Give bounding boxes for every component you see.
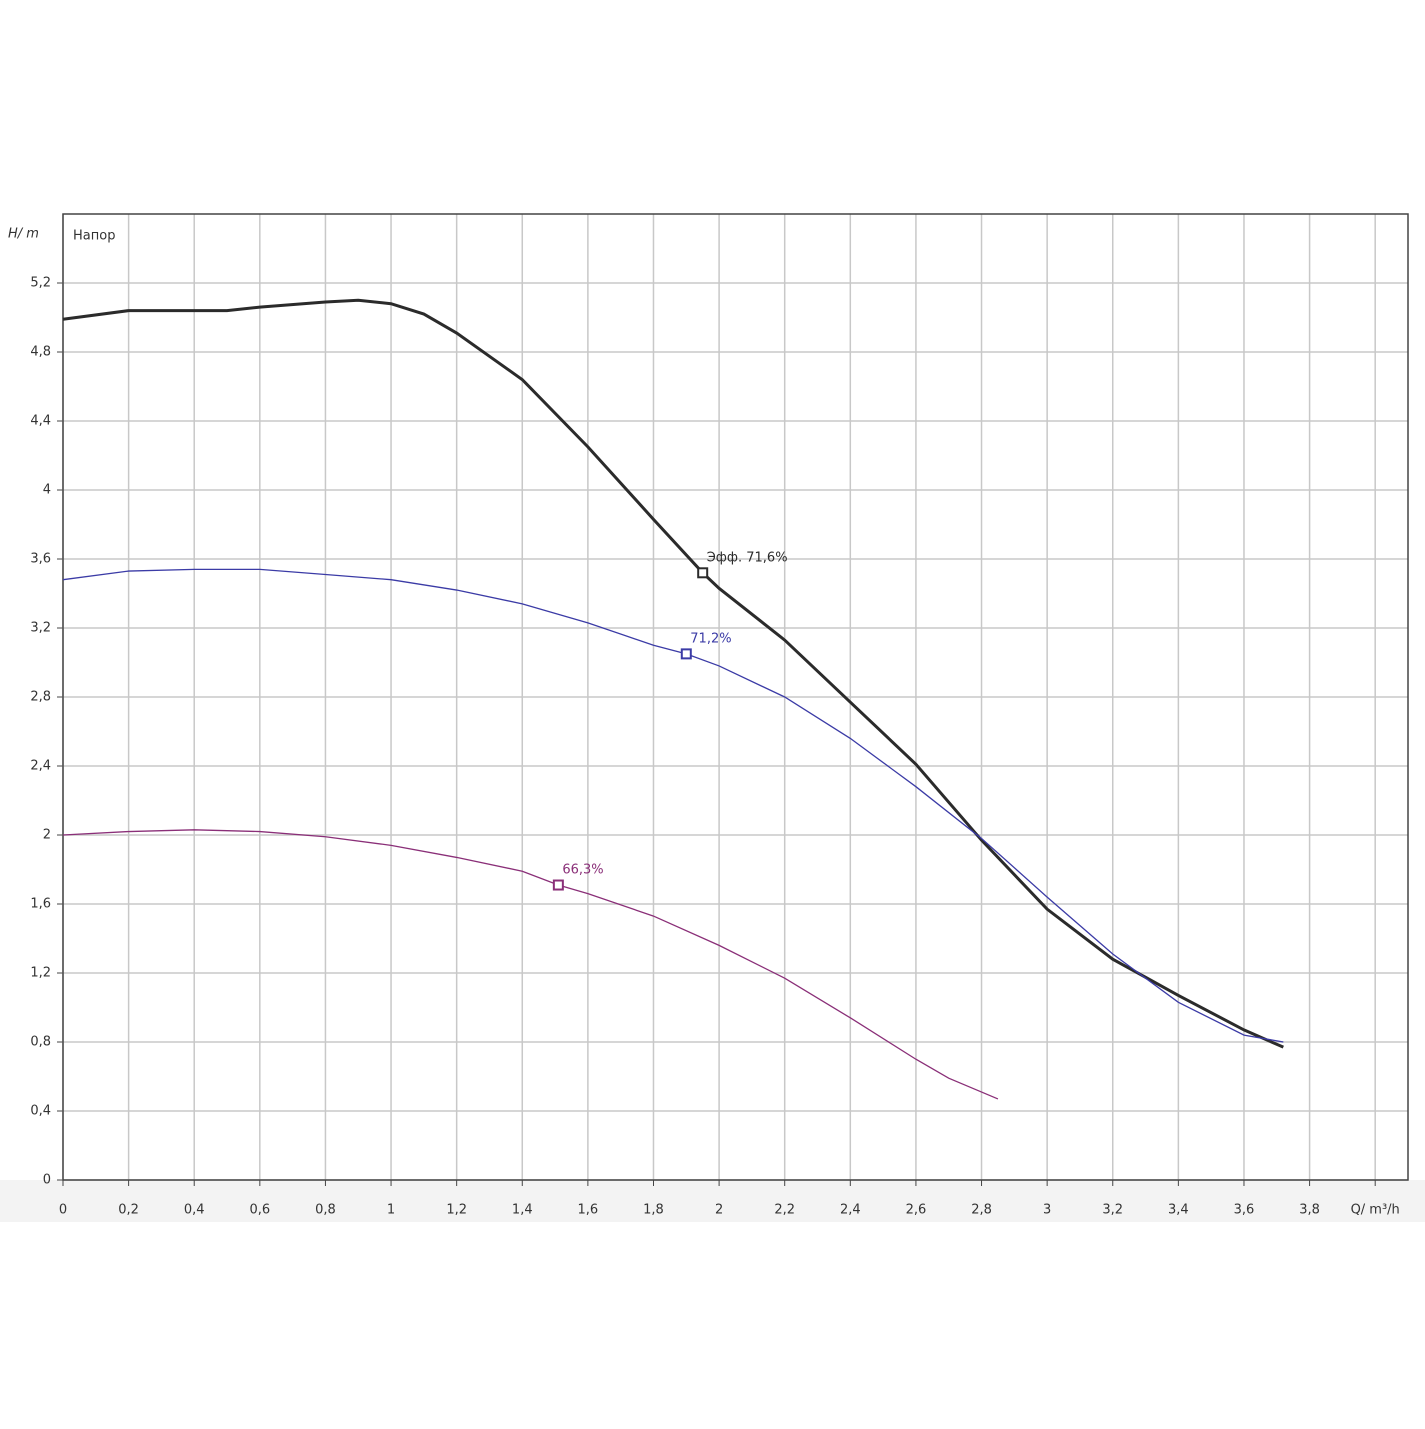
y-tick-label: 4	[43, 483, 51, 498]
x-tick-label: 0,8	[315, 1203, 336, 1218]
series-line	[62, 829, 999, 1100]
x-tick-label: 2,6	[906, 1203, 927, 1218]
series-line	[62, 568, 1284, 1043]
y-tick-label: 3,2	[30, 621, 51, 636]
x-tick-label: 2,2	[774, 1203, 795, 1218]
x-tick-label: 1,4	[512, 1203, 533, 1218]
point-label: 66,3%	[562, 863, 603, 878]
x-tick-label: 1,8	[643, 1203, 664, 1218]
x-tick-label: 2	[715, 1203, 723, 1218]
y-tick-label: 1,6	[30, 897, 51, 912]
x-tick-label: 3,4	[1168, 1203, 1189, 1218]
x-tick-label: 3,2	[1102, 1203, 1123, 1218]
y-tick-label: 4,4	[30, 414, 51, 429]
x-tick-label: 2,8	[971, 1203, 992, 1218]
x-tick-label: 3	[1043, 1203, 1051, 1218]
point-label: Эфф. 71,6%	[707, 550, 788, 565]
y-tick-label: 0,4	[30, 1104, 51, 1119]
x-tick-label: 3,8	[1299, 1203, 1320, 1218]
annotation: Напор	[73, 229, 115, 244]
y-axis-label: H/ m	[8, 227, 39, 242]
plot-frame	[62, 213, 1409, 1181]
x-tick-label: 1	[387, 1203, 395, 1218]
x-tick-label: 2,4	[840, 1203, 861, 1218]
x-tick-label: 0,2	[118, 1203, 139, 1218]
x-tick-label: 0	[59, 1203, 67, 1218]
duty-point	[697, 567, 709, 579]
series-line	[62, 298, 1284, 1049]
point-label: 71,2%	[690, 631, 731, 646]
y-tick-label: 1,2	[30, 966, 51, 981]
y-tick-label: 2,8	[30, 690, 51, 705]
y-tick-label: 2	[43, 828, 51, 843]
x-tick-label: 3,6	[1234, 1203, 1255, 1218]
y-tick-label: 2,4	[30, 759, 51, 774]
axis-band	[0, 1180, 1425, 1222]
y-tick-label: 0	[43, 1173, 51, 1188]
x-tick-label: 1,2	[446, 1203, 467, 1218]
y-tick-label: 0,8	[30, 1035, 51, 1050]
x-tick-label: 1,6	[578, 1203, 599, 1218]
y-tick-label: 5,2	[30, 276, 51, 291]
duty-point	[680, 648, 692, 660]
y-tick-label: 3,6	[30, 552, 51, 567]
x-tick-label: 0,6	[249, 1203, 270, 1218]
y-tick-label: 4,8	[30, 345, 51, 360]
x-tick-label: 0,4	[184, 1203, 205, 1218]
x-tick-label: Q/ m³/h	[1351, 1203, 1400, 1218]
duty-point	[552, 879, 564, 891]
